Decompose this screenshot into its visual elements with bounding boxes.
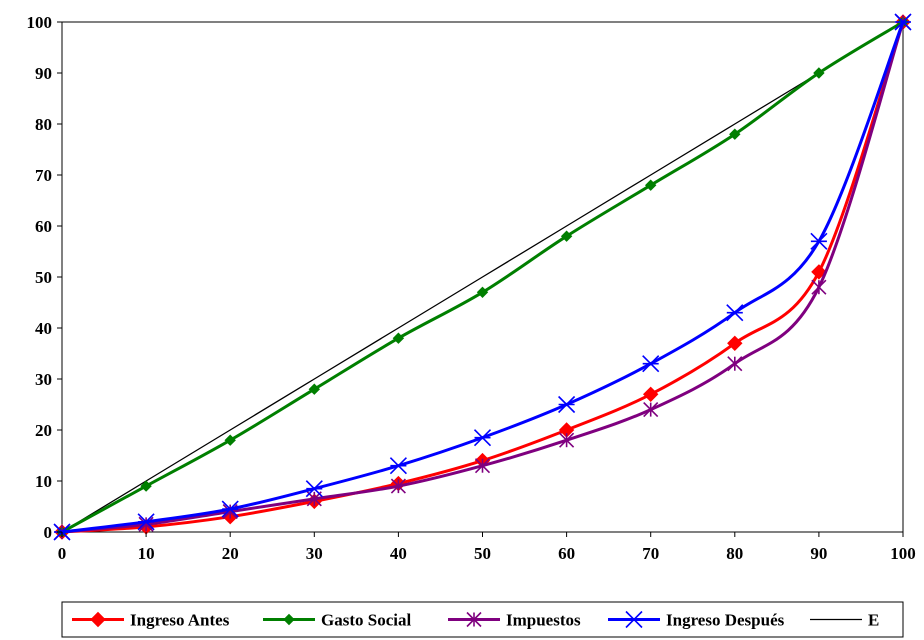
y-tick-label: 10 xyxy=(35,472,52,491)
y-tick-label: 100 xyxy=(27,13,53,32)
x-tick-label: 50 xyxy=(474,544,491,563)
legend-label-ingreso-despues: Ingreso Después xyxy=(666,611,785,630)
y-tick-label: 90 xyxy=(35,64,52,83)
y-tick-label: 70 xyxy=(35,166,52,185)
y-tick-label: 30 xyxy=(35,370,52,389)
y-tick-label: 60 xyxy=(35,217,52,236)
x-tick-label: 60 xyxy=(558,544,575,563)
y-tick-label: 80 xyxy=(35,115,52,134)
x-tick-label: 20 xyxy=(222,544,239,563)
legend-item-impuestos: Impuestos xyxy=(448,611,581,630)
x-tick-label: 30 xyxy=(306,544,323,563)
x-tick-label: 70 xyxy=(642,544,659,563)
x-tick-label: 90 xyxy=(810,544,827,563)
y-tick-label: 20 xyxy=(35,421,52,440)
x-tick-label: 100 xyxy=(890,544,916,563)
x-tick-label: 0 xyxy=(58,544,67,563)
y-tick-label: 40 xyxy=(35,319,52,338)
x-tick-label: 40 xyxy=(390,544,407,563)
legend-label-e: E xyxy=(868,611,879,630)
x-tick-label: 10 xyxy=(138,544,155,563)
y-tick-label: 0 xyxy=(44,523,53,542)
legend-label-ingreso-antes: Ingreso Antes xyxy=(130,611,230,630)
legend-label-impuestos: Impuestos xyxy=(506,611,581,630)
legend: Ingreso Antes Gasto Social Impuestos Ingres… xyxy=(62,602,903,637)
y-tick-label: 50 xyxy=(35,268,52,287)
legend-label-gasto-social: Gasto Social xyxy=(321,611,411,630)
x-tick-label: 80 xyxy=(726,544,743,563)
